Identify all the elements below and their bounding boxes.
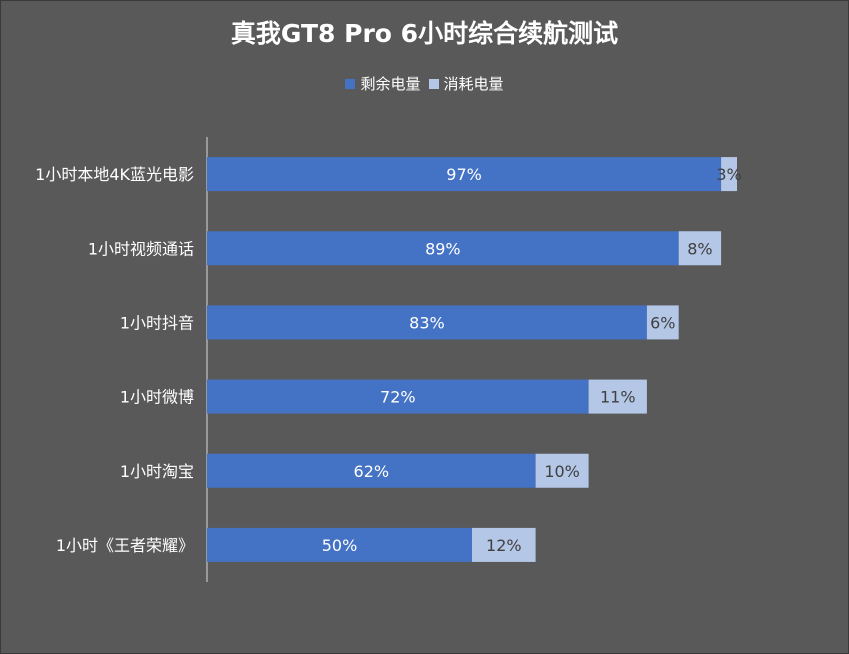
category-label: 1小时视频通话 bbox=[88, 239, 194, 258]
bar-remaining bbox=[207, 527, 472, 562]
bar-remaining bbox=[207, 453, 536, 488]
chart-title: 真我GT8 Pro 6小时综合续航测试 bbox=[230, 19, 619, 48]
data-label-consumed: 11% bbox=[600, 388, 636, 407]
data-label-remaining: 50% bbox=[322, 536, 358, 555]
bar-consumed bbox=[678, 231, 722, 266]
bar-remaining bbox=[207, 305, 647, 340]
bar-consumed bbox=[535, 453, 589, 488]
bar-consumed bbox=[721, 157, 737, 192]
category-label: 1小时微博 bbox=[120, 388, 194, 407]
category-label: 1小时本地4K蓝光电影 bbox=[35, 165, 194, 184]
legend-swatch-remaining bbox=[345, 78, 356, 89]
category-label: 1小时《王者荣耀》 bbox=[56, 536, 194, 555]
legend-label-remaining: 剩余电量 bbox=[360, 75, 421, 93]
bar-consumed bbox=[588, 379, 647, 414]
category-label: 1小时淘宝 bbox=[120, 462, 194, 481]
legend: 剩余电量 消耗电量 bbox=[0, 73, 849, 94]
bar-remaining bbox=[207, 157, 722, 192]
data-label-remaining: 97% bbox=[446, 165, 482, 184]
data-label-consumed: 8% bbox=[687, 239, 712, 258]
legend-item-remaining: 剩余电量 bbox=[345, 73, 421, 94]
data-label-consumed: 12% bbox=[486, 536, 522, 555]
data-label-consumed: 10% bbox=[544, 462, 580, 481]
legend-item-consumed: 消耗电量 bbox=[428, 73, 504, 94]
legend-swatch-consumed bbox=[428, 78, 439, 89]
category-label: 1小时抖音 bbox=[120, 313, 194, 332]
data-label-remaining: 83% bbox=[409, 313, 445, 332]
data-label-consumed: 6% bbox=[650, 313, 675, 332]
bar-consumed bbox=[472, 527, 536, 562]
data-label-remaining: 89% bbox=[425, 239, 461, 258]
bar-remaining bbox=[207, 379, 589, 414]
data-label-remaining: 72% bbox=[380, 388, 416, 407]
data-label-consumed: 3% bbox=[716, 165, 741, 184]
bar-remaining bbox=[207, 231, 679, 266]
bar-consumed bbox=[646, 305, 679, 340]
data-label-remaining: 62% bbox=[354, 462, 390, 481]
legend-label-consumed: 消耗电量 bbox=[443, 75, 504, 93]
